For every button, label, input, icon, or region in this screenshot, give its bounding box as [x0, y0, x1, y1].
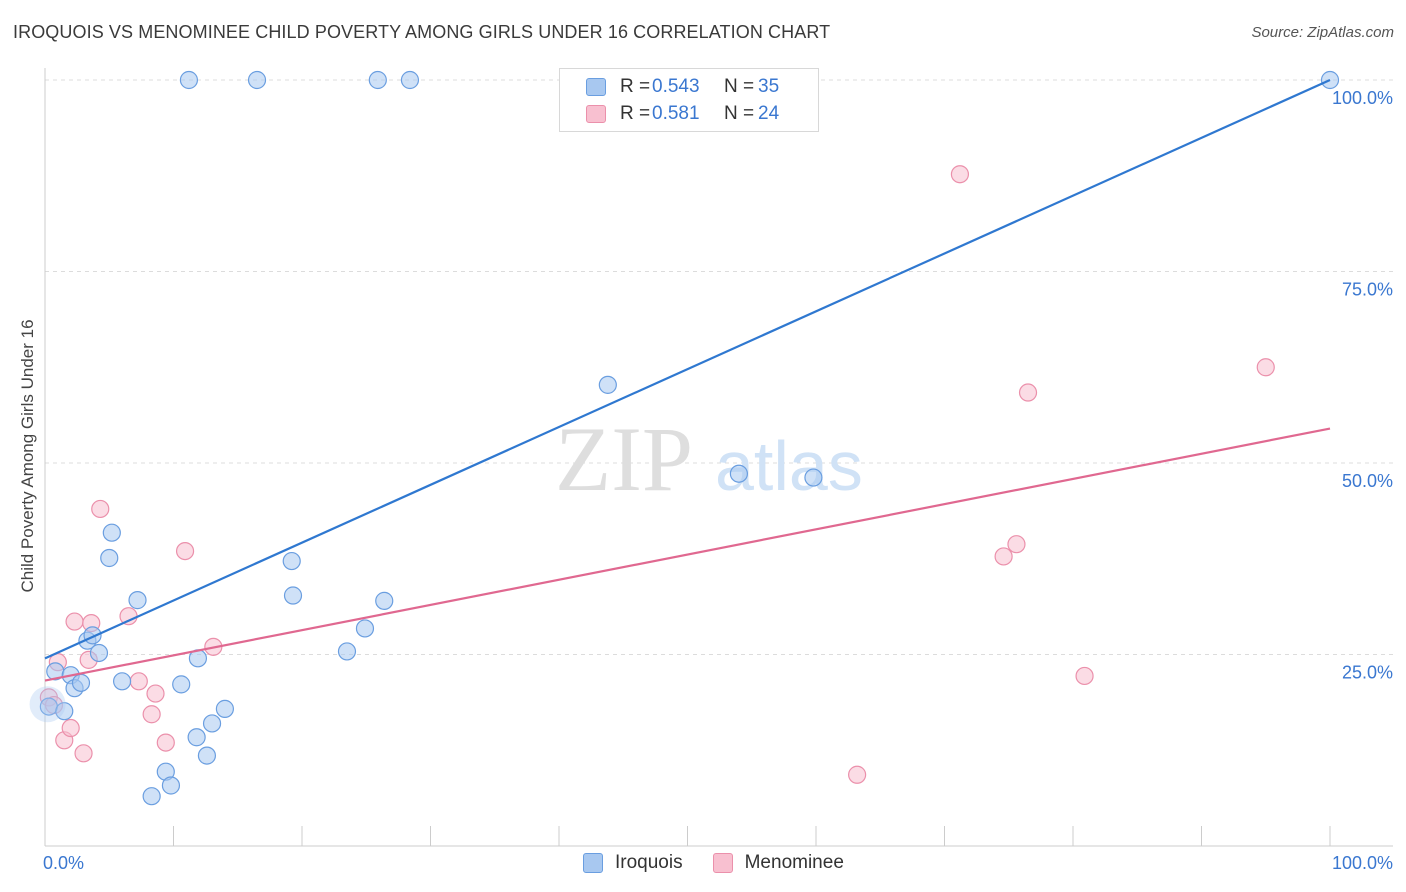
y-tick-label: 75.0% [1342, 280, 1393, 300]
n-label: N = [724, 103, 755, 124]
n-value: 35 [758, 76, 780, 97]
y-tick-label: 25.0% [1342, 663, 1393, 683]
menominee-point [1075, 666, 1094, 686]
iroquois-point [247, 70, 267, 90]
legend-box: R = 0.543 N = 35 R = 0.581 N = 24 [559, 68, 819, 132]
iroquois-point [179, 70, 199, 90]
iroquois-point [142, 787, 161, 806]
iroquois-swatch [583, 853, 603, 873]
r-value: 0.543 [652, 76, 700, 97]
iroquois-point [202, 714, 222, 733]
menominee-point [119, 607, 138, 626]
menominee-point [1018, 383, 1038, 402]
axes [44, 68, 1393, 847]
trend-lines [44, 78, 1331, 682]
menominee-swatch [586, 105, 606, 123]
menominee-point [65, 612, 84, 631]
legend-label-menominee: Menominee [744, 852, 844, 873]
menominee-point [175, 541, 195, 561]
menominee-point [994, 547, 1013, 566]
n-label: N = [724, 76, 755, 97]
iroquois-swatch [586, 78, 606, 96]
iroquois-point [215, 699, 234, 718]
iroquois-point [112, 672, 132, 691]
watermark-zip: ZIP [555, 408, 693, 510]
menominee-point [61, 718, 80, 738]
grid-lines [45, 79, 1393, 655]
source-label: Source: ZipAtlas.com [1251, 24, 1394, 41]
iroquois-point [375, 591, 394, 610]
iroquois-point [804, 468, 823, 487]
menominee-point [1007, 535, 1026, 554]
menominee-point [91, 499, 110, 519]
menominee-point [129, 672, 148, 691]
iroquois-point [187, 728, 206, 747]
iroquois-point [161, 776, 181, 795]
menominee-point [1256, 358, 1275, 377]
menominee-points [39, 165, 1275, 784]
legend-item-menominee: Menominee [712, 852, 844, 874]
n-value: 24 [758, 103, 780, 124]
x-tick-label: 100.0% [1332, 853, 1393, 873]
iroquois-point [71, 673, 91, 692]
iroquois-point [355, 619, 375, 638]
menominee-point [142, 705, 161, 724]
menominee-point [848, 765, 867, 784]
iroquois-point [89, 643, 109, 663]
iroquois-point [100, 548, 119, 568]
iroquois-point [102, 523, 121, 542]
iroquois-point [368, 70, 387, 90]
legend-row-menominee: R = 0.581 N = 24 [586, 102, 779, 126]
iroquois-cluster [29, 686, 66, 723]
menominee-point [950, 165, 970, 184]
legend-label-iroquois: Iroquois [615, 852, 683, 873]
iroquois-point [400, 70, 420, 90]
iroquois-point [282, 551, 301, 571]
watermark: ZIP atlas [555, 408, 863, 510]
menominee-swatch [712, 853, 733, 873]
bottom-legend: Iroquois Menominee [583, 852, 874, 874]
menominee-point [146, 684, 165, 703]
r-value: 0.581 [652, 103, 700, 124]
chart-title: IROQUOIS VS MENOMINEE CHILD POVERTY AMON… [13, 22, 831, 42]
x-tick-label: 0.0% [43, 853, 84, 873]
iroquois-point [729, 464, 749, 483]
iroquois-point [283, 586, 303, 605]
legend-row-iroquois: R = 0.543 N = 35 [586, 75, 779, 99]
iroquois-point [55, 702, 74, 721]
iroquois-point [197, 746, 217, 765]
y-tick-label: 100.0% [1332, 88, 1393, 108]
iroquois-point [172, 675, 191, 694]
r-label: R = [620, 76, 651, 97]
iroquois-point [337, 642, 357, 661]
iroquois-points [29, 70, 1340, 806]
iroquois-trend-line [44, 78, 1331, 660]
iroquois-point [598, 375, 617, 394]
r-label: R = [620, 103, 651, 124]
legend-item-iroquois: Iroquois [583, 852, 683, 874]
iroquois-point [128, 591, 147, 610]
menominee-trend-line [44, 427, 1331, 682]
tick-labels: 25.0% 50.0% 75.0% 100.0% 0.0% 100.0% [43, 88, 1393, 873]
y-tick-label: 50.0% [1342, 471, 1393, 491]
menominee-point [156, 733, 175, 752]
menominee-point [74, 744, 93, 763]
